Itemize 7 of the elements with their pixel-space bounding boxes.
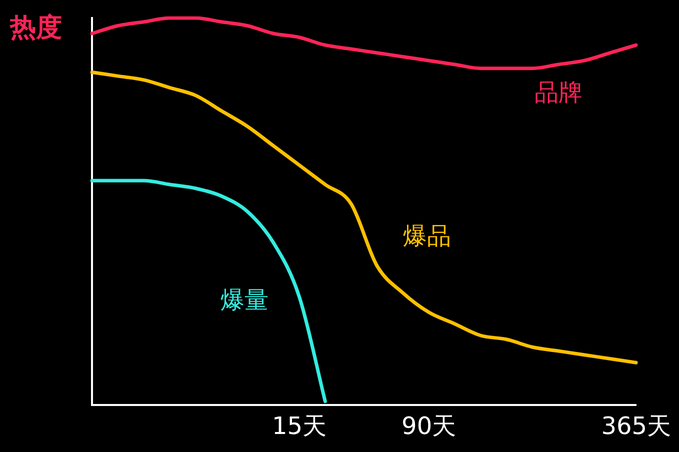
series-label: 爆品 (403, 222, 452, 250)
x-tick-label: 365天 (601, 412, 671, 440)
series-label: 品牌 (534, 78, 582, 107)
series-label: 爆量 (220, 286, 268, 314)
x-tick-label: 90天 (402, 412, 456, 440)
y-axis-title: 热度 (10, 12, 62, 45)
x-tick-label: 15天 (272, 412, 327, 440)
